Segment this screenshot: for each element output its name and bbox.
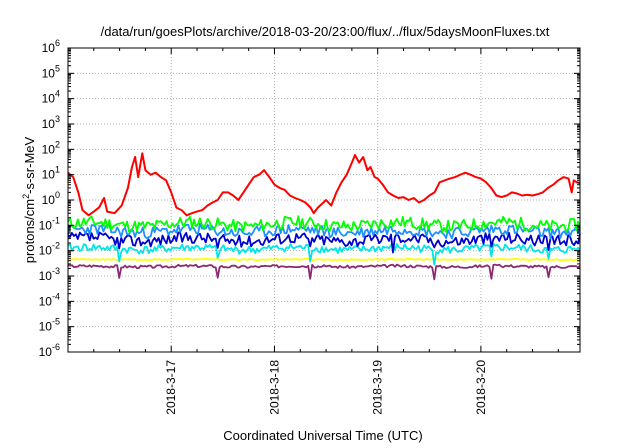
y-tick-label: 102 <box>42 139 60 156</box>
y-tick-label: 10-5 <box>39 317 60 334</box>
y-axis-label: protons/cm2-s-sr-MeV <box>21 136 37 263</box>
chart-title: /data/run/goesPlots/archive/2018-03-20/2… <box>101 24 550 39</box>
x-tick-label: 2018-3-20 <box>474 360 488 415</box>
y-tick-label: 103 <box>42 114 60 131</box>
y-tick-label: 104 <box>42 89 60 106</box>
series-line <box>67 222 581 240</box>
series-line <box>67 152 581 217</box>
y-tick-label: 105 <box>42 63 60 80</box>
y-tick-label: 10-6 <box>39 342 60 359</box>
x-tick-label: 2018-3-18 <box>267 360 281 415</box>
y-tick-label: 101 <box>42 165 60 182</box>
series-line <box>67 257 581 262</box>
x-axis-label: Coordinated Universal Time (UTC) <box>223 428 422 443</box>
y-tick-label: 10-1 <box>39 215 60 232</box>
series-group <box>67 152 581 281</box>
y-tick-label: 106 <box>42 38 60 55</box>
x-axis-ticks: 2018-3-17 2018-3-18 2018-3-19 2018-3-20 <box>93 48 559 415</box>
series-line <box>67 242 581 266</box>
x-tick-label: 2018-3-17 <box>164 360 178 415</box>
y-tick-label: 10-4 <box>39 291 60 308</box>
y-tick-label: 100 <box>42 190 60 207</box>
series-line <box>67 263 581 281</box>
series-line <box>67 215 581 233</box>
y-axis-ticks: 10-6 10-5 10-4 10-3 10-2 10-1 100 101 102 103 104 1… <box>39 38 580 359</box>
y-tick-label: 10-2 <box>39 241 60 258</box>
grid-lines <box>68 48 580 352</box>
x-tick-label: 2018-3-19 <box>371 360 385 415</box>
series-line <box>67 231 581 254</box>
y-tick-label: 10-3 <box>39 266 60 283</box>
